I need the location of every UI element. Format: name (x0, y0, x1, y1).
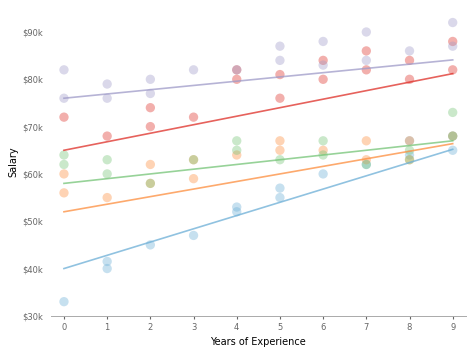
Point (146, 242, 154, 248)
Point (103, 171, 111, 177)
Point (233, 76, 240, 82)
Point (363, 138, 370, 144)
Point (406, 152, 413, 158)
Point (190, 176, 197, 181)
Point (406, 58, 413, 63)
Point (406, 48, 413, 54)
Point (60, 171, 68, 177)
Y-axis label: Salary: Salary (9, 147, 18, 178)
Point (233, 204, 240, 210)
Point (406, 157, 413, 163)
Point (449, 133, 456, 139)
Point (319, 152, 327, 158)
Point (103, 133, 111, 139)
Point (276, 95, 284, 101)
Point (190, 157, 197, 163)
Point (103, 157, 111, 163)
Point (190, 67, 197, 73)
Point (276, 43, 284, 49)
X-axis label: Years of Experience: Years of Experience (210, 337, 306, 347)
Point (406, 138, 413, 144)
Point (60, 299, 68, 305)
Point (146, 76, 154, 82)
Point (233, 67, 240, 73)
Point (146, 124, 154, 130)
Point (319, 39, 327, 44)
Point (319, 58, 327, 63)
Point (103, 195, 111, 201)
Point (406, 157, 413, 163)
Point (190, 157, 197, 163)
Point (363, 157, 370, 163)
Point (103, 95, 111, 101)
Point (60, 114, 68, 120)
Point (319, 76, 327, 82)
Point (449, 133, 456, 139)
Point (233, 209, 240, 215)
Point (319, 138, 327, 144)
Point (190, 233, 197, 238)
Point (60, 152, 68, 158)
Point (449, 39, 456, 44)
Point (146, 181, 154, 186)
Point (363, 162, 370, 167)
Point (319, 62, 327, 68)
Point (363, 29, 370, 35)
Point (276, 58, 284, 63)
Point (276, 195, 284, 201)
Point (363, 58, 370, 63)
Point (449, 67, 456, 73)
Point (449, 133, 456, 139)
Point (363, 48, 370, 54)
Point (406, 138, 413, 144)
Point (233, 138, 240, 144)
Point (363, 162, 370, 167)
Point (449, 43, 456, 49)
Point (276, 138, 284, 144)
Point (103, 81, 111, 87)
Point (233, 152, 240, 158)
Point (146, 181, 154, 186)
Point (233, 67, 240, 73)
Point (103, 266, 111, 271)
Point (449, 20, 456, 25)
Point (146, 105, 154, 110)
Point (449, 110, 456, 115)
Point (319, 147, 327, 153)
Point (363, 67, 370, 73)
Point (406, 147, 413, 153)
Point (449, 147, 456, 153)
Point (276, 185, 284, 191)
Point (276, 147, 284, 153)
Point (406, 76, 413, 82)
Point (190, 114, 197, 120)
Point (276, 157, 284, 163)
Point (60, 162, 68, 167)
Point (60, 95, 68, 101)
Point (60, 67, 68, 73)
Point (60, 190, 68, 196)
Point (103, 258, 111, 264)
Point (146, 91, 154, 96)
Point (276, 72, 284, 77)
Point (233, 147, 240, 153)
Point (146, 162, 154, 167)
Point (319, 171, 327, 177)
